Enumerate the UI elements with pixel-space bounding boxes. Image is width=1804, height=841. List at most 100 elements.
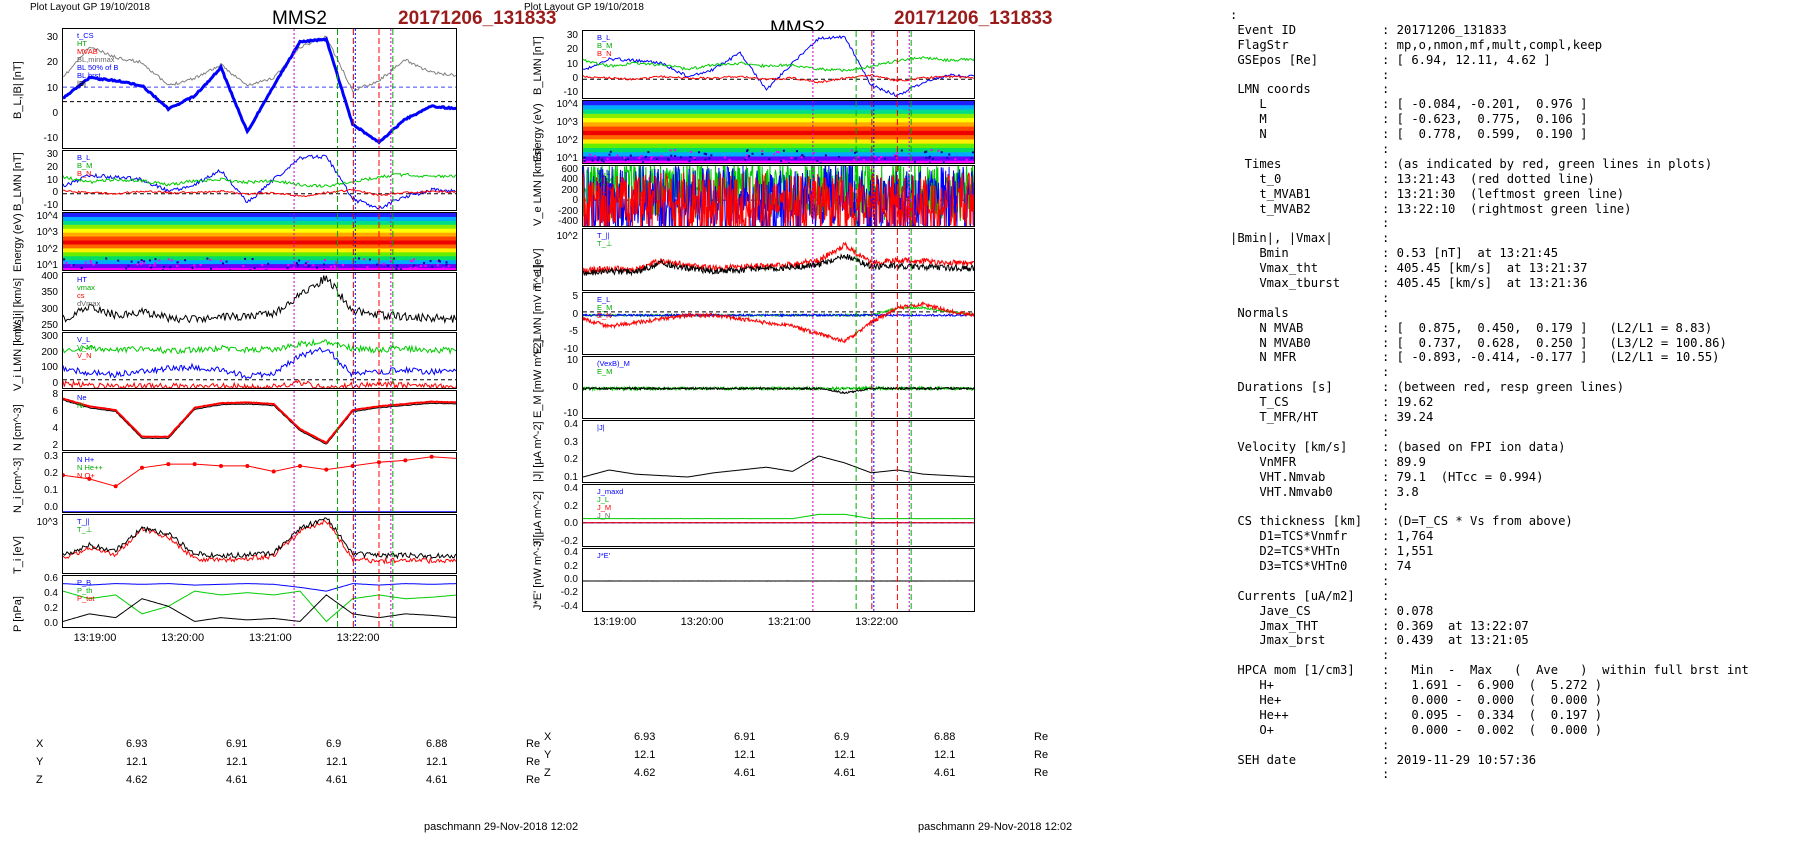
spectro-pixel xyxy=(971,162,974,163)
spectro-pixel xyxy=(928,155,931,158)
spectro-pixel xyxy=(395,267,398,270)
legend-entry: J_maxd xyxy=(597,487,623,496)
spectro-pixel xyxy=(751,152,754,155)
y-tick-label: 10^1 xyxy=(36,260,58,272)
spectro-pixel xyxy=(676,162,679,163)
spectro-pixel xyxy=(84,261,87,264)
info-row: T_CS: 19.62 xyxy=(1230,395,1800,410)
info-row: Vmax_tburst: 405.45 [km/s] at 13:21:36 xyxy=(1230,276,1800,291)
spectro-pixel xyxy=(970,156,973,159)
legend-entry: |J| xyxy=(597,423,605,432)
info-row: CS thickness [km]: (D=T_CS * Vs from abo… xyxy=(1230,514,1800,529)
y-tick-label: 300 xyxy=(41,330,58,342)
y-axis-label: N [cm^-3] xyxy=(12,403,24,451)
info-row: O+: 0.000 - 0.002 ( 0.000 ) xyxy=(1230,723,1800,738)
legend-entry: B_M xyxy=(597,41,612,50)
series-Tpar xyxy=(63,519,456,565)
he-point xyxy=(87,476,92,481)
info-row: Velocity [km/s]: (based on FPI ion data) xyxy=(1230,440,1800,455)
spectro-pixel xyxy=(158,259,161,262)
orbit-value: 4.61 xyxy=(326,774,348,786)
spectro-pixel xyxy=(143,260,146,263)
orbit-value: 12.1 xyxy=(426,756,448,768)
he-point xyxy=(245,463,250,468)
series-He++ xyxy=(63,456,456,487)
spectro-pixel xyxy=(643,160,646,163)
series-EL xyxy=(583,301,974,344)
legend-entry: |B| xyxy=(77,79,86,88)
spectro-band xyxy=(63,228,456,234)
spectro-pixel xyxy=(597,156,600,159)
legend-entry: BL 50% of B xyxy=(77,63,118,72)
orbit-unit: Re xyxy=(526,756,541,768)
y-tick-label: 10^2 xyxy=(556,134,578,146)
info-key: Normals xyxy=(1230,305,1289,320)
spectro-pixel xyxy=(800,156,803,159)
spectro-pixel xyxy=(153,264,156,267)
spectro-pixel xyxy=(728,158,731,161)
info-key: H+ xyxy=(1230,678,1275,693)
he-point xyxy=(192,462,197,467)
info-key: Currents [uA/m2] xyxy=(1230,588,1355,603)
spectro-pixel xyxy=(221,262,224,265)
spectro-pixel xyxy=(322,263,325,266)
y-tick-label: 0.4 xyxy=(564,419,578,431)
info-key: N MFR xyxy=(1230,350,1297,365)
info-value: : 74 xyxy=(1382,558,1412,573)
info-row: : xyxy=(1230,425,1800,440)
spectro-pixel xyxy=(140,262,143,265)
orbit-axis: X xyxy=(36,738,44,750)
spectro-pixel xyxy=(925,156,928,159)
spectro-pixel xyxy=(647,151,650,154)
info-row: Jmax_THT: 0.369 at 13:22:07 xyxy=(1230,619,1800,634)
info-value: : [ 0.737, 0.628, 0.250 ] (L3/L2 = 100.8… xyxy=(1382,335,1727,350)
info-key: t_MVAB2 xyxy=(1230,201,1311,216)
spectro-band xyxy=(583,113,974,120)
spectro-pixel xyxy=(184,259,187,262)
spectro-pixel xyxy=(436,264,439,267)
spectro-pixel xyxy=(163,265,166,268)
spectro-pixel xyxy=(674,149,677,152)
spectro-pixel xyxy=(761,150,764,153)
info-key: Times xyxy=(1230,156,1282,171)
spectro-pixel xyxy=(296,264,299,267)
spectro-pixel xyxy=(609,150,612,153)
panel-graph xyxy=(583,101,974,164)
spectro-pixel xyxy=(330,265,333,268)
spectro-band xyxy=(583,147,974,154)
series-JM xyxy=(583,513,974,520)
info-row: : xyxy=(1230,68,1800,83)
orbit-value: 4.62 xyxy=(126,774,148,786)
spectro-pixel xyxy=(878,158,881,161)
spectro-pixel xyxy=(824,154,827,157)
spectro-pixel xyxy=(90,261,93,264)
orbit-unit: Re xyxy=(526,774,541,786)
series-VN xyxy=(583,172,974,226)
y-tick-label: -400 xyxy=(557,216,578,228)
legend-entry: V_M xyxy=(77,343,92,352)
y-tick-label: 2 xyxy=(52,440,58,452)
orbit-row: Y 12.1 12.1 12.1 12.1 Re xyxy=(544,746,1084,764)
spectro-pixel xyxy=(591,159,594,162)
info-key: M xyxy=(1230,112,1267,127)
he-point xyxy=(350,463,355,468)
orbit-value: 6.88 xyxy=(934,731,956,743)
spacecraft-title: MMS2 xyxy=(272,8,327,29)
he-point xyxy=(271,469,276,474)
y-axis-label: T_i [eV] xyxy=(12,536,24,574)
spectro-pixel xyxy=(244,257,247,260)
legend-entry: V_L xyxy=(597,168,610,177)
info-row: N MVAB: [ 0.875, 0.450, 0.179 ] (L2/L1 =… xyxy=(1230,321,1800,336)
y-tick-label: 10^2 xyxy=(36,243,58,255)
spectro-pixel xyxy=(583,156,586,159)
spectro-band xyxy=(63,252,456,258)
spectro-pixel xyxy=(941,163,943,164)
panel-2 xyxy=(582,100,975,164)
spectro-pixel xyxy=(304,263,307,266)
spectro-pixel xyxy=(782,159,785,162)
y-axis-label: B_L,|B| [nT] xyxy=(12,60,24,119)
info-value: : xyxy=(1382,767,1390,782)
spectro-pixel xyxy=(746,149,749,152)
y-tick-label: -10 xyxy=(43,133,58,145)
spectro-pixel xyxy=(857,156,860,159)
